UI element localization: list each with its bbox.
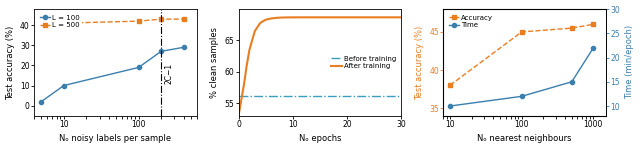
Y-axis label: Test accuracy (%): Test accuracy (%) [415, 25, 424, 100]
Before training [240, 95, 248, 97]
X-axis label: Nₒ noisy labels per sample: Nₒ noisy labels per sample [60, 134, 172, 143]
L = 100 [180, 46, 188, 48]
L = 500 [60, 22, 68, 24]
After training [397, 16, 405, 18]
L = 500 [157, 18, 165, 20]
Line: Time: Time [448, 46, 595, 108]
Accuracy [589, 23, 597, 25]
Time [568, 81, 575, 83]
Y-axis label: % clean samples: % clean samples [210, 27, 219, 98]
Legend: Before training, After training: Before training, After training [329, 54, 398, 71]
Line: L = 100: L = 100 [39, 45, 186, 104]
Time [446, 105, 454, 107]
After training [243, 65, 250, 66]
Line: After training: After training [239, 17, 401, 116]
L = 500 [135, 20, 143, 22]
L = 100 [38, 101, 45, 103]
After training [257, 22, 264, 24]
Y-axis label: Test accuracy (%): Test accuracy (%) [6, 25, 15, 100]
After training [246, 49, 253, 51]
After training [251, 30, 259, 32]
X-axis label: Nₒ epochs: Nₒ epochs [299, 134, 341, 143]
L = 500 [180, 18, 188, 20]
After training [262, 19, 269, 21]
Accuracy [518, 31, 525, 33]
Time [518, 95, 525, 97]
After training [268, 18, 275, 19]
After training [343, 16, 351, 18]
L = 100 [135, 66, 143, 68]
Legend: Accuracy, Time: Accuracy, Time [447, 13, 495, 30]
L = 500 [38, 22, 45, 24]
After training [316, 16, 324, 18]
After training [371, 16, 378, 18]
L = 100 [157, 50, 165, 52]
L = 100 [60, 85, 68, 86]
Time [589, 47, 597, 49]
After training [235, 115, 243, 117]
Y-axis label: Time (min/epoch): Time (min/epoch) [625, 25, 634, 99]
Line: L = 500: L = 500 [39, 17, 186, 25]
Line: Accuracy: Accuracy [448, 22, 595, 87]
After training [237, 99, 245, 101]
Accuracy [446, 84, 454, 86]
After training [278, 17, 286, 18]
After training [273, 17, 280, 19]
After training [300, 16, 308, 18]
After training [284, 17, 291, 18]
Before training [235, 95, 243, 97]
Text: 2C−1: 2C−1 [165, 63, 174, 84]
After training [289, 16, 297, 18]
After training [240, 83, 248, 85]
Accuracy [568, 27, 575, 29]
Legend: L = 100, L = 500: L = 100, L = 500 [38, 13, 82, 30]
X-axis label: Nₒ nearest neighbours: Nₒ nearest neighbours [477, 134, 572, 143]
